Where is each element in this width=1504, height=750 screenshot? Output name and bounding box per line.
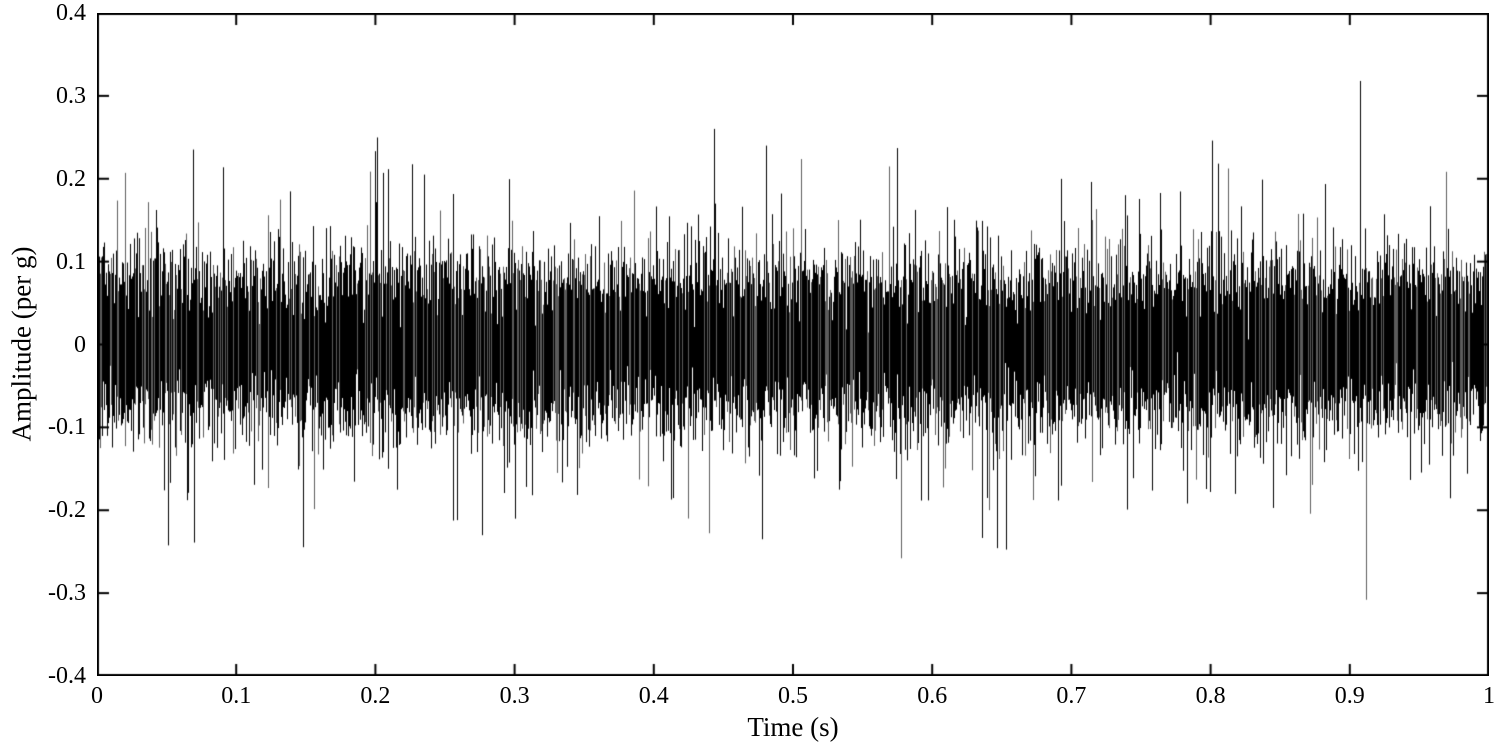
- x-tick-label: 1: [1483, 683, 1495, 709]
- x-tick-label: 0.9: [1334, 683, 1365, 709]
- y-tick-label: 0.2: [56, 165, 86, 192]
- plot-area: [97, 13, 1489, 676]
- x-tick-label: 0.7: [1056, 683, 1087, 709]
- y-tick-label: -0.2: [48, 497, 86, 524]
- x-tick-label: 0: [91, 683, 103, 709]
- x-tick-label: 0.5: [778, 683, 808, 709]
- waveform-canvas: [97, 13, 1489, 676]
- x-tick-label: 0.2: [360, 683, 391, 709]
- y-tick-label: 0.4: [56, 0, 86, 26]
- y-tick-label: 0.1: [56, 248, 86, 275]
- x-tick-label: 0.8: [1195, 683, 1226, 709]
- y-tick-label: 0: [74, 331, 86, 358]
- y-tick-label: -0.1: [48, 414, 86, 441]
- x-tick-label: 0.1: [221, 683, 252, 709]
- y-tick-label: 0.3: [56, 82, 86, 109]
- x-tick-label: 0.6: [917, 683, 948, 709]
- x-tick-label: 0.3: [499, 683, 530, 709]
- y-tick-label: -0.3: [48, 580, 86, 607]
- x-tick-label: 0.4: [638, 683, 669, 709]
- x-axis-label: Time (s): [747, 712, 839, 742]
- y-tick-label: -0.4: [48, 663, 86, 689]
